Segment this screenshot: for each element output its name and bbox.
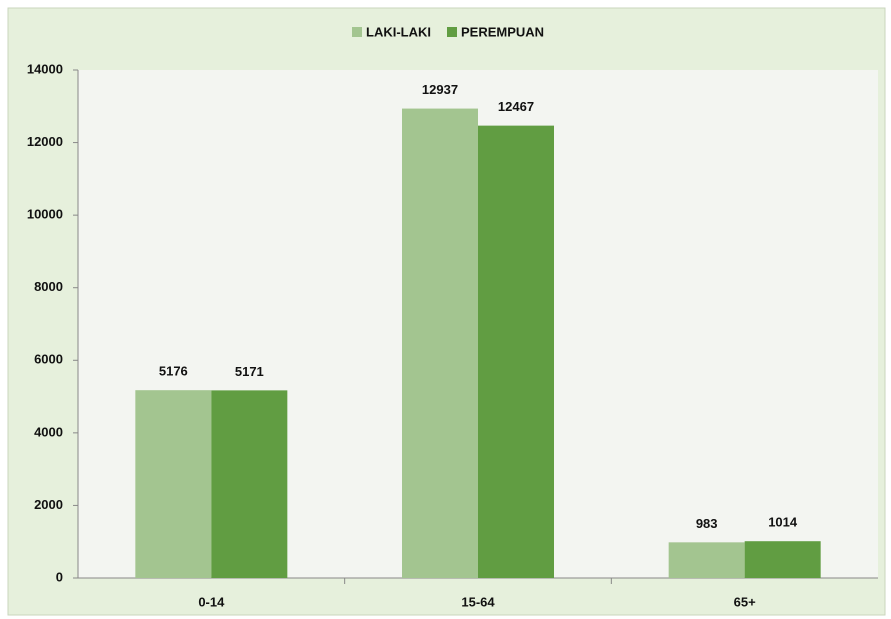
data-label: 5171 (235, 364, 264, 379)
y-tick-label: 8000 (34, 279, 63, 294)
bar (211, 390, 288, 578)
data-label: 12937 (422, 82, 458, 97)
legend-label: LAKI-LAKI (366, 24, 431, 39)
bar (135, 390, 212, 578)
y-tick-label: 4000 (34, 424, 63, 439)
y-tick-label: 6000 (34, 352, 63, 367)
data-label: 5176 (159, 364, 188, 379)
legend-swatch (447, 27, 457, 37)
data-label: 12467 (498, 99, 534, 114)
x-tick-label: 0-14 (198, 594, 225, 609)
y-tick-label: 0 (56, 569, 63, 584)
x-tick-label: 15-64 (461, 594, 495, 609)
x-tick-label: 65+ (734, 594, 756, 609)
y-tick-label: 2000 (34, 497, 63, 512)
bar (402, 108, 478, 578)
y-tick-label: 10000 (27, 207, 63, 222)
y-tick-label: 14000 (27, 61, 63, 76)
data-label: 1014 (768, 515, 798, 530)
data-label: 983 (696, 516, 718, 531)
legend-label: PEREMPUAN (461, 24, 544, 39)
y-tick-label: 12000 (27, 134, 63, 149)
bar (668, 542, 745, 578)
bar (744, 541, 821, 578)
legend-swatch (352, 27, 362, 37)
bar (478, 125, 554, 578)
